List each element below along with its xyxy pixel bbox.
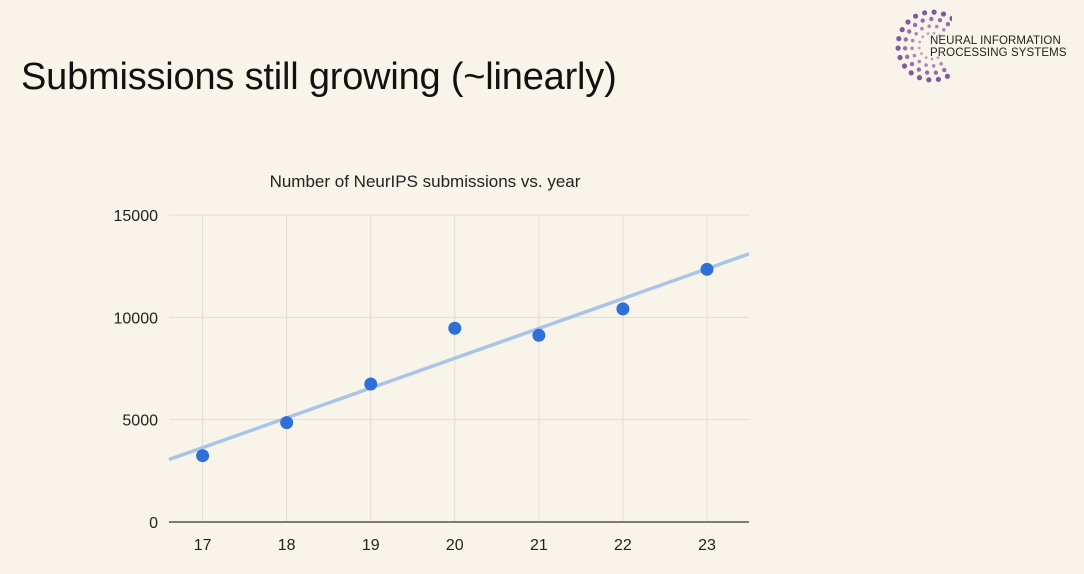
logo-dot bbox=[920, 52, 923, 55]
data-point bbox=[700, 262, 714, 276]
logo-dot bbox=[912, 22, 918, 28]
logo-dot bbox=[922, 10, 928, 16]
x-tick-label: 20 bbox=[446, 537, 464, 554]
y-tick-label: 0 bbox=[149, 515, 158, 532]
logo-dot bbox=[940, 11, 947, 17]
y-tick-label: 5000 bbox=[122, 413, 158, 430]
data-point bbox=[196, 449, 210, 463]
y-tick-label: 10000 bbox=[114, 310, 159, 327]
y-tick-label: 15000 bbox=[114, 208, 159, 225]
logo-dot bbox=[939, 62, 943, 66]
logo-dot bbox=[909, 61, 915, 67]
logo-dot bbox=[917, 59, 922, 64]
logo-dot bbox=[908, 70, 914, 76]
logo-dot bbox=[932, 31, 936, 35]
logo-dot bbox=[935, 24, 939, 29]
data-point bbox=[280, 416, 294, 430]
logo-dot bbox=[927, 24, 931, 29]
logo-dot bbox=[903, 37, 908, 42]
logo-dot bbox=[916, 67, 922, 72]
x-tick-label: 22 bbox=[614, 537, 632, 554]
logo-dot bbox=[930, 57, 934, 61]
logo-dot bbox=[899, 27, 905, 33]
logo-dot bbox=[901, 63, 908, 69]
logo-dot bbox=[918, 40, 921, 44]
x-tick-label: 23 bbox=[698, 537, 716, 554]
logo-dot bbox=[936, 56, 940, 59]
logo-dot bbox=[929, 16, 934, 22]
logo-text: NEURAL INFORMATION PROCESSING SYSTEMS bbox=[930, 35, 1067, 59]
logo-dot bbox=[895, 45, 901, 51]
logo-dot bbox=[935, 76, 941, 82]
data-point bbox=[532, 328, 546, 342]
logo-dot bbox=[924, 63, 928, 67]
x-tick-label: 17 bbox=[194, 537, 212, 554]
logo-dot bbox=[905, 19, 911, 25]
logo-dot bbox=[907, 29, 912, 34]
data-point bbox=[364, 377, 378, 391]
logo-dot bbox=[914, 32, 918, 36]
logo-dot bbox=[945, 22, 951, 27]
slide-title: Submissions still growing (~linearly) bbox=[21, 56, 617, 98]
logo-dot bbox=[910, 38, 915, 43]
logo-dot bbox=[913, 13, 919, 19]
logo-dot bbox=[931, 64, 936, 68]
logo-dot bbox=[937, 18, 943, 23]
chart-title: Number of NeurIPS submissions vs. year bbox=[270, 172, 581, 191]
logo-dots-icon bbox=[895, 9, 952, 83]
logo-dot bbox=[920, 26, 924, 31]
x-tick-label: 21 bbox=[530, 537, 548, 554]
logo-dot bbox=[921, 35, 925, 39]
x-tick-label: 18 bbox=[278, 537, 296, 554]
logo-dot bbox=[917, 46, 921, 50]
logo-dot bbox=[933, 70, 939, 75]
logo-dot bbox=[931, 9, 937, 15]
logo-dot bbox=[912, 53, 917, 58]
logo-dot bbox=[926, 77, 932, 83]
logo-dot bbox=[926, 32, 930, 35]
logo-dot bbox=[938, 34, 941, 37]
logo-dot bbox=[902, 46, 908, 51]
logo-dot bbox=[942, 67, 947, 73]
neurips-logo: NEURAL INFORMATION PROCESSING SYSTEMS bbox=[892, 6, 1082, 86]
logo-dot bbox=[897, 54, 903, 61]
data-point bbox=[616, 302, 630, 316]
logo-dot bbox=[942, 28, 946, 32]
logo-dot bbox=[924, 56, 928, 59]
logo-line-1: NEURAL INFORMATION bbox=[930, 35, 1061, 47]
logo-dot bbox=[920, 18, 925, 23]
x-tick-label: 19 bbox=[362, 537, 380, 554]
logo-dot bbox=[944, 73, 950, 79]
logo-line-2: PROCESSING SYSTEMS bbox=[930, 47, 1067, 59]
data-point bbox=[448, 321, 462, 335]
logo-dot bbox=[910, 46, 914, 51]
trendline bbox=[168, 252, 750, 462]
logo-dot bbox=[905, 54, 910, 59]
logo-dot bbox=[924, 70, 930, 75]
logo-dot bbox=[896, 36, 902, 42]
logo-dot bbox=[949, 15, 952, 22]
logo-dot bbox=[916, 75, 923, 81]
